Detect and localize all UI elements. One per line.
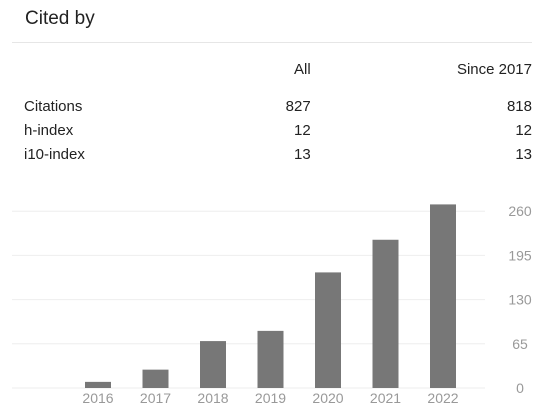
row-all-value: 13 bbox=[294, 145, 311, 163]
citation-stats-table: All Since 2017 Citations 827 818 h-index… bbox=[12, 52, 532, 166]
bar-2021[interactable] bbox=[372, 239, 399, 388]
citations-bar-chart: 0 65 130 195 260 2016 2017 2018 2019 2020 2021 2022 bbox=[12, 203, 532, 405]
y-tick-label: 65 bbox=[512, 336, 528, 352]
row-since-value: 13 bbox=[515, 145, 532, 163]
x-tick-label: 2022 bbox=[427, 390, 458, 405]
row-since-value: 818 bbox=[506, 97, 532, 115]
row-label[interactable]: Citations bbox=[24, 97, 83, 115]
x-tick-label: 2021 bbox=[370, 390, 401, 405]
table-row: i10-index 13 13 bbox=[12, 142, 532, 166]
row-label[interactable]: h-index bbox=[24, 121, 74, 139]
x-tick-label: 2019 bbox=[255, 390, 286, 405]
bar-2022[interactable] bbox=[430, 204, 456, 388]
row-all-value: 12 bbox=[294, 121, 311, 139]
bar-2019[interactable] bbox=[257, 330, 284, 388]
header-since[interactable]: Since 2017 bbox=[456, 60, 532, 78]
y-tick-label: 260 bbox=[508, 203, 532, 219]
bar-2018[interactable] bbox=[200, 341, 226, 388]
x-tick-label: 2016 bbox=[82, 390, 113, 405]
row-since-value: 12 bbox=[515, 121, 532, 139]
bar-2020[interactable] bbox=[315, 272, 341, 388]
y-tick-label: 0 bbox=[516, 380, 524, 396]
bar-2016[interactable] bbox=[85, 381, 111, 388]
x-tick-label: 2018 bbox=[197, 390, 228, 405]
row-all-value: 827 bbox=[285, 97, 311, 115]
bar-2017[interactable] bbox=[142, 369, 169, 388]
x-tick-label: 2020 bbox=[312, 390, 343, 405]
header-all[interactable]: All bbox=[294, 60, 311, 78]
table-row: h-index 12 12 bbox=[12, 118, 532, 142]
table-header-row: All Since 2017 bbox=[12, 52, 532, 86]
header-empty bbox=[12, 52, 191, 86]
row-label[interactable]: i10-index bbox=[24, 145, 85, 163]
table-row: Citations 827 818 bbox=[12, 86, 532, 118]
y-tick-label: 130 bbox=[508, 292, 532, 308]
x-tick-label: 2017 bbox=[140, 390, 171, 405]
title-divider bbox=[12, 42, 532, 43]
y-tick-label: 195 bbox=[508, 247, 532, 263]
cited-by-title: Cited by bbox=[25, 8, 95, 29]
